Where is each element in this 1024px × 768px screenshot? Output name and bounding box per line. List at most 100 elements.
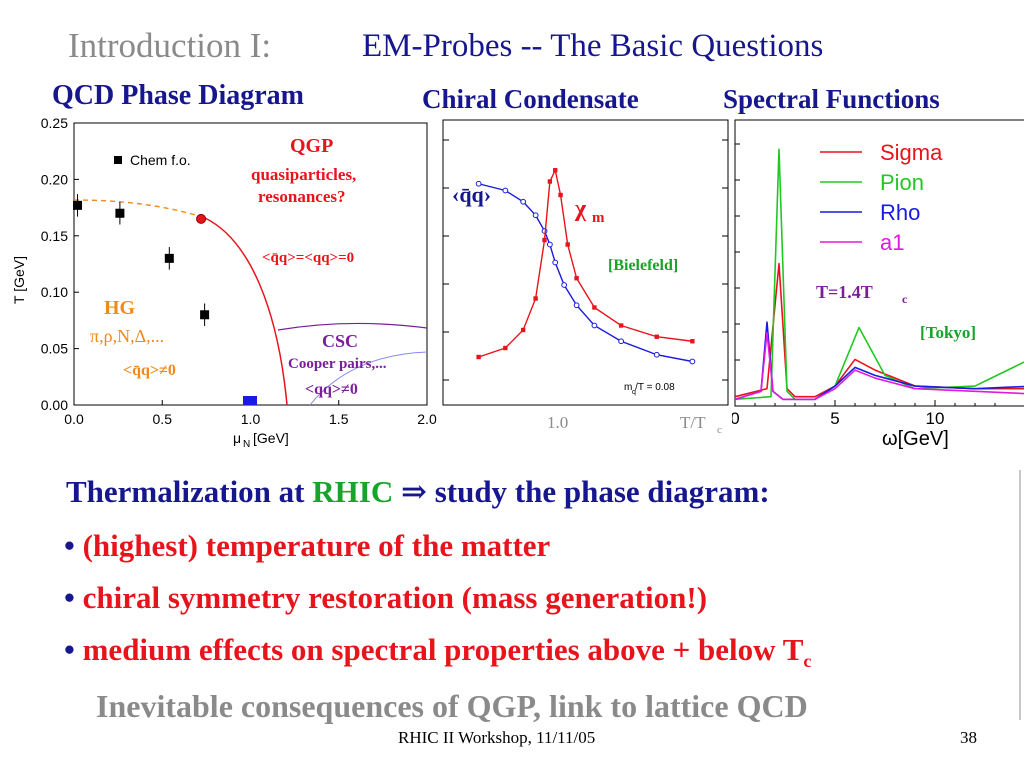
chiral-label-chi-sub: m — [592, 210, 605, 226]
slide-title: EM-Probes -- The Basic Questions — [362, 28, 824, 64]
thermalization-arrow: ⇒ — [400, 474, 427, 509]
chiral-susceptibility-series — [478, 168, 693, 358]
spectral-legend-label: a1 — [880, 230, 904, 255]
bullet-text-2: chiral symmetry restoration (mass genera… — [82, 580, 708, 615]
bullet-item-3: • medium effects on spectral properties … — [64, 632, 811, 672]
chiral-susceptibility-point — [690, 339, 695, 344]
thermalization-rhic: RHIC — [312, 474, 394, 509]
annotation-csc-sub: Cooper pairs,... — [288, 356, 387, 372]
header-spectral-functions: Spectral Functions — [723, 84, 940, 114]
chiral-mass-sub: q — [632, 389, 636, 396]
spectral-series-rho — [734, 321, 1024, 401]
chiral-susceptibility-point — [592, 305, 597, 310]
chiral-xtick-1: 1.0 — [547, 413, 568, 432]
bullet-mark-2: • — [64, 580, 75, 615]
header-phase-diagram: QCD Phase Diagram — [52, 80, 304, 111]
chem-fo-point — [115, 208, 125, 218]
chiral-label-chi: χ — [574, 196, 587, 222]
chiral-condensate-point — [552, 259, 559, 266]
conclusion-text: Inevitable consequences of QGP, link to … — [96, 688, 808, 724]
chiral-source-label: [Bielefeld] — [608, 257, 678, 274]
chiral-susceptibility-point — [565, 242, 570, 247]
slide-title-prefix: Introduction I: — [68, 26, 272, 65]
chiral-condensate-point — [618, 338, 625, 345]
bullet-item-2: • chiral symmetry restoration (mass gene… — [64, 580, 707, 616]
chiral-xlabel-sub: c — [717, 424, 722, 436]
phase-ytick-label: 0.25 — [41, 115, 68, 131]
phase-ytick-label: 0.00 — [41, 397, 68, 413]
phase-boundary-csc-lower — [309, 351, 428, 406]
chiral-condensate-point — [546, 241, 553, 248]
phase-ytick-label: 0.20 — [41, 171, 68, 187]
bullet-item-1: • (highest) temperature of the matter — [64, 528, 550, 564]
spectral-functions-chart: 0 5 10 Sigma Pion Rho a1 T=1.4T c [Tokyo] ω[G… — [732, 119, 1024, 450]
legend-label-chem-fo: Chem f.o. — [130, 152, 191, 168]
chiral-condensate-point — [561, 282, 568, 288]
chiral-label-condensate: ‹q̄q› — [452, 182, 491, 207]
spectral-xtick-label: 0 — [732, 409, 740, 428]
spectral-legend-label: Rho — [880, 200, 920, 225]
thermalization-line: Thermalization at RHIC ⇒ study the phase… — [66, 474, 770, 510]
nuclear-matter-marker — [243, 396, 257, 405]
chiral-susceptibility-point — [547, 179, 553, 184]
annotation-csc: CSC — [322, 331, 358, 351]
legend-marker-chem-fo — [114, 156, 122, 164]
phase-ytick-label: 0.15 — [41, 228, 68, 244]
annotation-qgp: QGP — [290, 135, 333, 157]
phase-xtick-label: 0.0 — [64, 411, 84, 427]
chiral-susceptibility-point — [654, 334, 659, 339]
thermalization-text-b: study the phase diagram: — [434, 474, 770, 509]
phase-boundary-crossover — [73, 199, 206, 219]
footer-text: RHIC II Workshop, 11/11/05 — [398, 728, 596, 747]
chiral-susceptibility-point — [520, 327, 526, 333]
header-chiral-condensate: Chiral Condensate — [420, 84, 641, 115]
spectral-series-a1 — [734, 332, 1024, 401]
annotation-hg-condition: <q̄q>≠0 — [123, 362, 176, 379]
phase-ytick-label: 0.10 — [41, 284, 68, 300]
chiral-xlabel: T/T — [680, 413, 706, 432]
chiral-susceptibility-point — [558, 192, 563, 198]
critical-point — [196, 213, 207, 224]
chiral-condensate-point — [653, 351, 660, 358]
phase-xtick-label: 2.0 — [417, 411, 437, 427]
phase-diagram-chart: 0.0 0.5 1.0 1.5 2.0 0.00 0.05 0.10 0.15 0.20 0.25… — [11, 115, 437, 450]
annotation-hg-sub: π,ρ,N,Δ,... — [90, 326, 164, 346]
chiral-condensate-point — [475, 180, 482, 187]
chiral-susceptibility-point — [503, 345, 508, 351]
thermalization-text-a: Thermalization at — [66, 474, 305, 509]
annotation-qgp-sub2: resonances? — [258, 187, 346, 206]
phase-ytick-label: 0.05 — [41, 341, 68, 357]
spectral-xtick-label: 10 — [926, 409, 945, 428]
chiral-condensate-point — [573, 302, 580, 309]
bullet-mark-3: • — [64, 632, 75, 667]
spectral-plot-frame — [734, 119, 1024, 407]
phase-xtick-label: 0.5 — [153, 411, 173, 427]
bullet-text-3-sub: c — [803, 651, 812, 672]
phase-xlabel-mu: μ — [233, 430, 241, 446]
chem-fo-point — [164, 253, 174, 263]
bullet-text-3: medium effects on spectral properties ab… — [82, 632, 804, 667]
spectral-temp-label: T=1.4T — [816, 282, 873, 302]
chiral-condensate-point — [502, 187, 509, 194]
phase-boundary-csc — [277, 322, 428, 331]
phase-xlabel-sub: N — [243, 439, 250, 450]
chiral-susceptibility-point — [553, 168, 558, 173]
chiral-condensate-point — [532, 212, 539, 219]
phase-boundary-first-order — [204, 217, 288, 406]
phase-ylabel: T [GeV] — [11, 256, 27, 304]
bullet-mark-1: • — [64, 528, 75, 563]
spectral-legend-label: Sigma — [880, 140, 943, 165]
chiral-condensate-point — [591, 322, 598, 329]
chiral-condensate-point — [689, 358, 696, 365]
annotation-hg: HG — [104, 297, 136, 319]
phase-xtick-label: 1.5 — [329, 411, 349, 427]
chiral-mass-label: m /T = 0.08 — [624, 382, 675, 393]
bullet-text-1: (highest) temperature of the matter — [82, 528, 551, 563]
chiral-condensate-point — [520, 198, 527, 205]
chiral-susceptibility-point — [542, 237, 547, 243]
phase-xtick-label: 1.0 — [241, 411, 261, 427]
spectral-legend-label: Pion — [880, 170, 924, 195]
chiral-plot-frame — [442, 119, 729, 406]
right-edge-rule — [1019, 470, 1021, 720]
chiral-susceptibility-point — [618, 323, 624, 328]
